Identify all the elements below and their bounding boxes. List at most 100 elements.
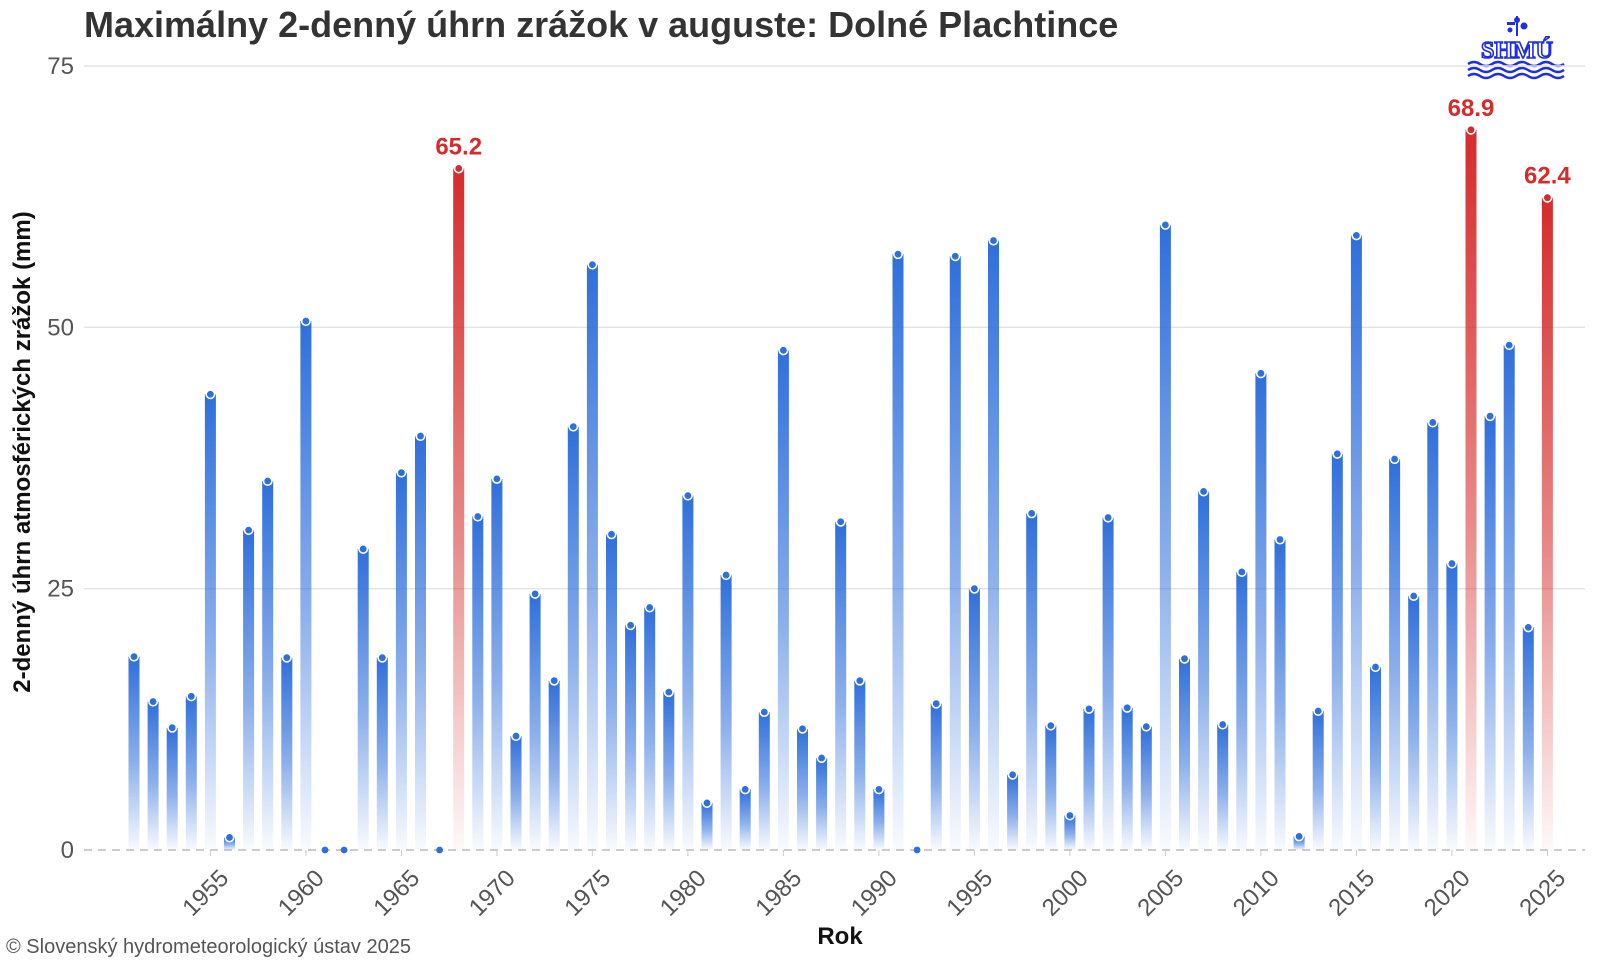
bar-1997 xyxy=(1007,774,1019,850)
point-2002 xyxy=(1103,512,1114,523)
point-1967 xyxy=(436,846,443,854)
bar-1966 xyxy=(415,436,426,850)
bar-2025 xyxy=(1541,197,1553,850)
y-tick-label: 0 xyxy=(61,837,74,864)
bar-1980 xyxy=(682,495,694,850)
point-1992 xyxy=(913,846,921,854)
point-2012 xyxy=(1294,831,1305,842)
point-1971 xyxy=(510,731,521,742)
bar-2006 xyxy=(1179,658,1190,850)
y-tick-label: 50 xyxy=(47,314,74,341)
bar-1960 xyxy=(300,321,312,850)
point-2001 xyxy=(1084,703,1095,714)
bar-1968 xyxy=(453,168,465,850)
bar-1975 xyxy=(586,264,598,850)
bar-2010 xyxy=(1255,373,1267,850)
bar-1990 xyxy=(873,789,885,850)
point-1958 xyxy=(262,475,273,486)
bar-2003 xyxy=(1121,707,1133,850)
y-tick-label: 75 xyxy=(47,53,74,80)
bar-1995 xyxy=(968,588,980,850)
point-1978 xyxy=(644,602,655,613)
x-tick-label: 1980 xyxy=(655,865,712,922)
bar-1971 xyxy=(510,736,522,850)
y-axis-title: 2-denný úhrn atmosférických zrážok (mm) xyxy=(9,211,36,692)
bar-1977 xyxy=(625,625,637,850)
bar-1993 xyxy=(930,703,942,850)
x-tick-label: 1955 xyxy=(177,865,234,922)
point-1985 xyxy=(778,345,789,356)
point-1951 xyxy=(129,651,140,662)
logo-text: SHMÚ xyxy=(1481,38,1553,64)
point-1982 xyxy=(721,570,732,581)
point-1975 xyxy=(587,259,598,270)
bar-1991 xyxy=(892,254,904,850)
bar-2011 xyxy=(1274,539,1286,850)
bar-1973 xyxy=(548,680,560,850)
point-1984 xyxy=(759,707,770,718)
x-tick-label: 2025 xyxy=(1514,865,1571,922)
bar-1998 xyxy=(1026,513,1038,850)
point-2023 xyxy=(1504,340,1515,351)
point-2021 xyxy=(1466,124,1477,135)
point-2025 xyxy=(1542,192,1553,203)
bar-1994 xyxy=(949,256,961,850)
data-label-2025: 62.4 xyxy=(1524,163,1571,190)
x-tick-label: 1990 xyxy=(846,865,903,922)
point-2011 xyxy=(1275,534,1286,545)
bar-1979 xyxy=(663,692,675,850)
x-tick-label: 1970 xyxy=(464,865,521,922)
point-1997 xyxy=(1007,769,1018,780)
point-1957 xyxy=(243,525,254,536)
point-2007 xyxy=(1198,486,1209,497)
point-1986 xyxy=(797,723,808,734)
bar-1965 xyxy=(395,472,407,850)
point-1999 xyxy=(1045,720,1056,731)
point-2019 xyxy=(1427,417,1438,428)
point-2008 xyxy=(1217,719,1228,730)
point-1953 xyxy=(167,722,178,733)
point-2017 xyxy=(1389,454,1400,465)
chart-title: Maximálny 2-denný úhrn zrážok v auguste:… xyxy=(84,4,1119,45)
bar-2017 xyxy=(1389,459,1401,850)
point-2005 xyxy=(1160,219,1171,230)
point-1972 xyxy=(530,588,541,599)
copyright-credit: © Slovenský hydrometeorologický ústav 20… xyxy=(6,936,411,958)
point-1965 xyxy=(396,467,407,478)
point-1974 xyxy=(568,421,579,432)
bar-2024 xyxy=(1522,627,1534,850)
bar-1981 xyxy=(701,802,713,850)
point-1961 xyxy=(321,846,329,854)
point-1998 xyxy=(1026,508,1037,519)
bar-2020 xyxy=(1446,563,1458,850)
bar-1957 xyxy=(243,530,255,850)
data-label-1968: 65.2 xyxy=(435,133,482,160)
point-2020 xyxy=(1446,558,1457,569)
bar-1988 xyxy=(835,521,847,850)
point-1980 xyxy=(682,490,693,501)
bar-1976 xyxy=(606,534,617,850)
point-1981 xyxy=(701,797,712,808)
bar-1987 xyxy=(816,758,828,850)
bar-1952 xyxy=(147,701,159,850)
bar-1963 xyxy=(357,548,369,850)
y-tick-label: 25 xyxy=(47,576,74,603)
point-1979 xyxy=(663,687,674,698)
point-1968 xyxy=(453,163,464,174)
point-2018 xyxy=(1408,590,1419,601)
x-tick-label: 2000 xyxy=(1037,865,1094,922)
bar-1972 xyxy=(529,593,541,850)
point-1954 xyxy=(186,691,197,702)
point-1966 xyxy=(415,431,426,442)
point-1962 xyxy=(340,846,348,854)
point-2009 xyxy=(1236,566,1247,577)
point-2003 xyxy=(1122,702,1133,713)
bar-2013 xyxy=(1312,710,1324,850)
bar-2009 xyxy=(1236,571,1248,850)
x-tick-label: 2020 xyxy=(1419,865,1476,922)
bar-2018 xyxy=(1408,595,1420,850)
bar-1970 xyxy=(491,478,503,850)
y-axis-ticks: 0 25 50 75 xyxy=(47,53,74,864)
point-2014 xyxy=(1332,448,1343,459)
bar-2002 xyxy=(1102,517,1114,850)
